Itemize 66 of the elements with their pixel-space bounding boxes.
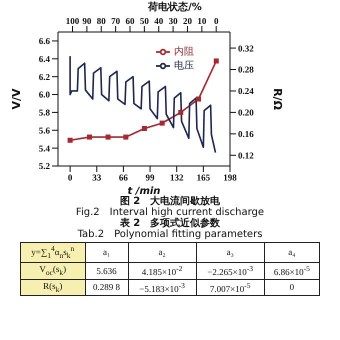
text: a₄ bbox=[264, 242, 320, 262]
x2-tick-label: 70 bbox=[111, 16, 121, 26]
x2-tick-label: 40 bbox=[154, 16, 164, 26]
text: 6.86×10$^{-5}$ bbox=[264, 262, 320, 280]
x-tick-label: 99 bbox=[146, 172, 156, 182]
point bbox=[142, 126, 147, 131]
x2-tick-label: 50 bbox=[140, 16, 150, 26]
text: R(s$_{k}$) bbox=[20, 279, 86, 296]
text: a₂ bbox=[128, 242, 196, 262]
caption: Fig.2 Interval high current discharge bbox=[74, 207, 266, 218]
text: −5.183×10$^{-3}$ bbox=[128, 279, 196, 296]
y-tick-label: 6.0 bbox=[38, 90, 50, 100]
caption: 图 2 大电流间歇放电 bbox=[118, 196, 222, 207]
text: 4.185×10$^{-2}$ bbox=[128, 262, 196, 280]
text: 0 bbox=[264, 279, 320, 296]
point bbox=[123, 134, 128, 140]
y-tick-label: 6.4 bbox=[38, 54, 50, 64]
x2-tick-label: 0 bbox=[214, 16, 219, 26]
text: V$_{oc}$(s$_{k}$) bbox=[20, 262, 86, 280]
y-tick-label: 6.6 bbox=[38, 36, 50, 46]
line-series bbox=[69, 55, 216, 154]
text: 5.636 bbox=[85, 262, 128, 280]
y2-tick-label: 0.32 bbox=[238, 43, 254, 54]
x2-tick-label: 30 bbox=[168, 16, 178, 26]
y-tick-label: 5.4 bbox=[38, 143, 50, 154]
point bbox=[68, 138, 73, 143]
point bbox=[178, 110, 184, 115]
y-tick-label: 5.6 bbox=[38, 125, 50, 136]
x-tick-label: 132 bbox=[170, 172, 184, 182]
y2-tick-label: 0.20 bbox=[238, 108, 254, 118]
x2-tick-label: 20 bbox=[182, 16, 192, 26]
y2-tick-label: 0.24 bbox=[238, 86, 254, 96]
y2-tick-label: 0.16 bbox=[238, 129, 254, 140]
x2-tick-label: 80 bbox=[96, 16, 106, 26]
x-tick-label: 66 bbox=[118, 172, 128, 182]
y-tick-label: 6.2 bbox=[38, 72, 50, 82]
legend-label: 电压 bbox=[174, 60, 194, 72]
x-tick-label: 198 bbox=[223, 172, 238, 182]
x-tick-label: 33 bbox=[92, 172, 102, 182]
y-axis-title: V/V bbox=[10, 88, 23, 110]
y-tick-label: 5.2 bbox=[38, 161, 50, 172]
x2-tick-label: 100 bbox=[66, 16, 80, 26]
text: a₃ bbox=[196, 242, 264, 262]
point bbox=[214, 58, 219, 64]
text: 7.007×10$^{-5}$ bbox=[196, 279, 264, 296]
caption: Tab.2 Polynomial fitting parameters bbox=[76, 229, 264, 240]
legend-label: 内阻 bbox=[174, 46, 194, 58]
text: a₁ bbox=[85, 242, 128, 262]
y-tick-label: 5.8 bbox=[38, 108, 50, 118]
x2-tick-label: 90 bbox=[82, 16, 92, 26]
point bbox=[106, 134, 111, 140]
y2-tick-label: 0.12 bbox=[238, 150, 254, 160]
x2-tick-label: 10 bbox=[197, 16, 207, 26]
y2-axis-title: R/Ω bbox=[271, 88, 284, 111]
x-tick-label: 0 bbox=[68, 172, 73, 182]
text: 表 2 多项式近似参数 bbox=[118, 218, 222, 229]
x2-tick-label: 60 bbox=[125, 16, 135, 26]
text: −2.265×10$^{-3}$ bbox=[196, 262, 264, 280]
point bbox=[160, 120, 165, 126]
x-axis-title: t /min bbox=[128, 186, 160, 197]
x2-axis-title: 荷电状态/% bbox=[147, 2, 203, 14]
point bbox=[86, 134, 92, 140]
y2-tick-label: 0.28 bbox=[238, 64, 254, 75]
text: 0.289 8 bbox=[85, 279, 128, 296]
point bbox=[196, 96, 202, 102]
x-tick-label: 165 bbox=[196, 172, 211, 182]
